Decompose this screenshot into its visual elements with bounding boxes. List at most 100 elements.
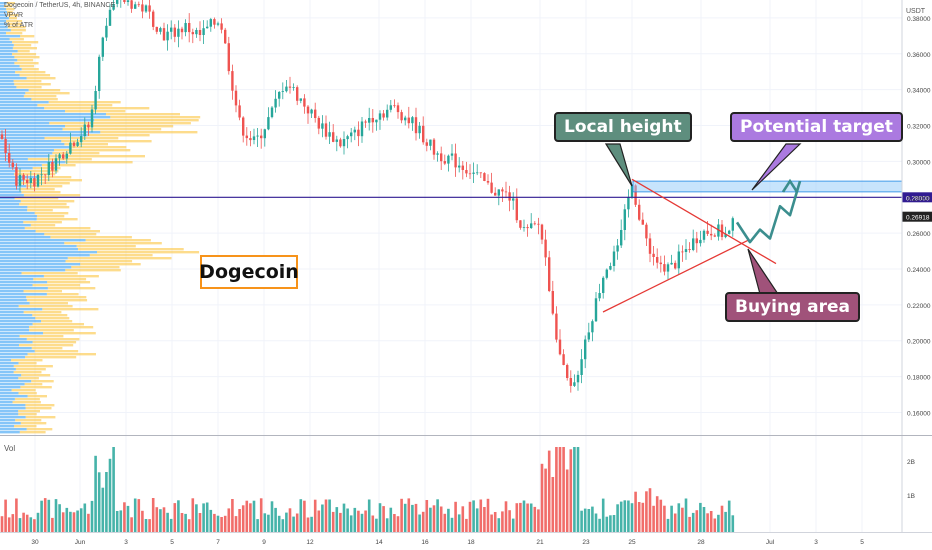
volume-bar [47, 499, 51, 532]
y-tick-label: 0.28000 [907, 195, 931, 202]
vpvr-bar-buy [0, 362, 19, 365]
vpvr-indicator-label[interactable]: VPVR [4, 12, 24, 19]
vpvr-bar-buy [0, 314, 33, 317]
volume-bar [270, 501, 274, 532]
volume-bar [519, 502, 522, 532]
candle-body [382, 113, 385, 118]
vpvr-bar-buy [0, 158, 28, 161]
volume-bar [637, 502, 641, 532]
volume-bar [94, 455, 97, 532]
vpvr-bar-sell [26, 428, 53, 431]
vpvr-bar-sell [76, 245, 136, 248]
candle-body [353, 129, 356, 133]
candle-body [731, 218, 734, 231]
vpvr-bar-buy [0, 119, 95, 122]
vpvr-bar-buy [0, 221, 24, 224]
candle-body [483, 173, 486, 181]
candle-body [40, 174, 43, 176]
volume-bar [702, 507, 706, 532]
vpvr-bar-sell [48, 101, 121, 104]
candle-body [224, 29, 227, 44]
volume-bar [375, 518, 378, 532]
volume-bar [216, 515, 220, 532]
vpvr-bar-buy [0, 110, 65, 113]
vpvr-bar-buy [0, 230, 36, 233]
vpvr-bar-buy [0, 260, 66, 263]
candle-body [285, 86, 288, 92]
vpvr-bar-sell [23, 194, 81, 197]
vpvr-bar-buy [0, 104, 38, 107]
candle-body [299, 98, 302, 101]
vpvr-bar-buy [0, 254, 90, 257]
atr-indicator-label[interactable]: % of ATR [4, 22, 34, 29]
candle-body [18, 174, 22, 186]
volume-bar [547, 450, 551, 532]
vpvr-bar-buy [0, 38, 10, 41]
candle-body [54, 158, 58, 171]
volume-bar [659, 499, 663, 532]
candle-body [454, 153, 457, 168]
volume-bar [137, 499, 141, 532]
vpvr-bar-buy [0, 245, 77, 248]
volume-bar [11, 514, 15, 532]
vpvr-bar-sell [18, 305, 73, 308]
vpvr-bar-buy [0, 296, 27, 299]
x-tick-label: 21 [536, 539, 544, 546]
vpvr-bar-sell [12, 47, 37, 50]
candle-body [400, 112, 403, 121]
volume-bar [205, 502, 209, 532]
volume-bar [486, 498, 490, 532]
candle-body [335, 139, 338, 142]
candle-body [695, 238, 698, 244]
volume-bar [439, 506, 443, 532]
candle-body [627, 196, 630, 210]
volume-bar [130, 517, 133, 532]
x-tick-label: 14 [375, 539, 383, 546]
vpvr-bar-sell [4, 5, 13, 8]
vpvr-bar-buy [0, 47, 13, 50]
volume-bar [51, 517, 54, 532]
last-price-tag [902, 211, 932, 222]
vpvr-bar-sell [78, 248, 184, 251]
volume-bar [418, 514, 421, 532]
volume-bar [537, 509, 540, 532]
candle-body [220, 23, 223, 30]
volume-bar [97, 472, 101, 532]
candle-body [130, 0, 133, 9]
volume-bar [385, 518, 389, 532]
vpvr-bar-sell [26, 185, 63, 188]
candle-body [429, 139, 432, 146]
vpvr-bar-buy [0, 380, 32, 383]
candle-body [699, 239, 702, 244]
candle-body [180, 28, 184, 33]
volume-bar [529, 503, 533, 532]
volume-bar [691, 512, 695, 532]
vpvr-bar-buy [0, 197, 15, 200]
candle-body [155, 26, 158, 32]
volume-bar [612, 515, 616, 532]
candle-body [623, 209, 626, 230]
volume-bar [115, 511, 119, 532]
vpvr-bar-buy [0, 407, 26, 410]
x-tick-label: 28 [697, 539, 705, 546]
vpvr-bar-buy [0, 404, 26, 407]
vpvr-bar-sell [32, 341, 77, 344]
candle-body [450, 153, 454, 156]
volume-bar [29, 517, 33, 532]
candle-body [681, 251, 684, 253]
volume-bar [209, 509, 213, 532]
vpvr-bar-buy [0, 311, 24, 314]
volume-bar [108, 458, 112, 532]
vpvr-bar-sell [38, 176, 72, 179]
volume-bar [465, 518, 468, 532]
vpvr-bar-sell [29, 326, 94, 329]
volume-bar [673, 513, 677, 532]
volume-bar [310, 516, 313, 532]
volume-bar [90, 500, 94, 532]
vpvr-bar-buy [0, 92, 26, 95]
candle-body [562, 354, 565, 365]
volume-bar [324, 499, 328, 532]
vpvr-bar-sell [15, 368, 46, 371]
vpvr-bar-buy [0, 305, 19, 308]
